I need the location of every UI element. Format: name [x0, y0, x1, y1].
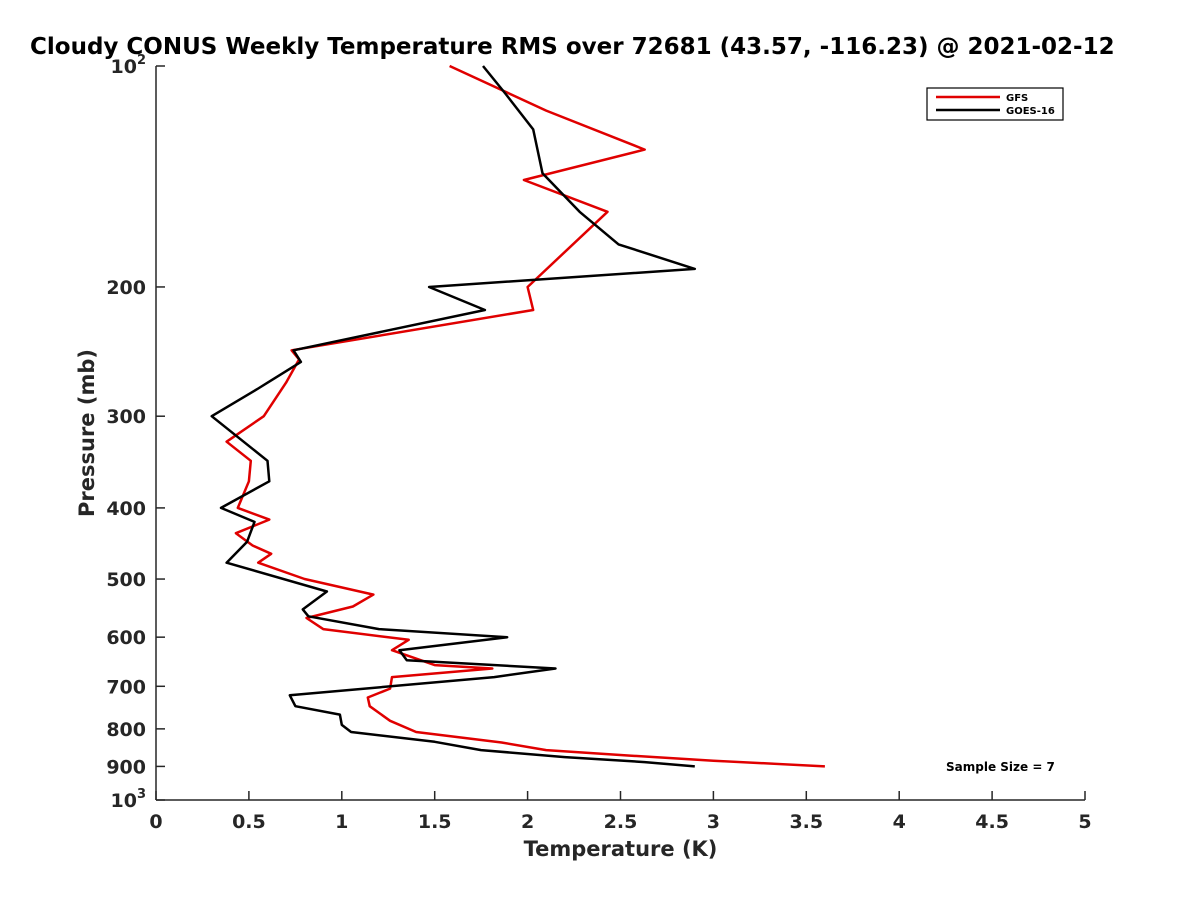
legend: GFS GOES-16 [926, 87, 1064, 121]
series-line-gfs [225, 64, 825, 768]
plot-area [156, 66, 1085, 800]
legend-box [926, 87, 1064, 121]
x-tick-label: 0 [149, 811, 162, 833]
x-tick-label: 1.5 [418, 811, 452, 833]
y-axis-label: Pressure (mb) [75, 349, 99, 517]
x-axis-label: Temperature (K) [524, 837, 718, 861]
x-tick-label: 3.5 [789, 811, 823, 833]
chart-title: Cloudy CONUS Weekly Temperature RMS over… [30, 34, 1115, 60]
legend-label-gfs: GFS [1006, 93, 1028, 104]
x-tick-label: 0.5 [232, 811, 266, 833]
x-tick-label: 1 [335, 811, 348, 833]
x-axis-ticks: 0 0.5 1 1.5 2 2.5 3 3.5 4 4.5 5 [149, 791, 1092, 833]
sample-size-annotation: Sample Size = 7 [946, 760, 1055, 774]
series-layer [210, 64, 825, 768]
y-tick-label: 500 [106, 569, 146, 591]
series-line-goes16 [210, 65, 697, 768]
x-tick-label: 5 [1078, 811, 1091, 833]
y-tick-label: 900 [106, 756, 146, 778]
y-tick-label: 103 [111, 787, 147, 812]
y-tick-label: 700 [106, 676, 146, 698]
y-axis-ticks: 102 200 300 400 500 600 700 800 900 103 [106, 53, 165, 812]
y-tick-label: 200 [106, 277, 146, 299]
x-tick-label: 3 [707, 811, 720, 833]
y-tick-label: 800 [106, 719, 146, 741]
y-tick-label: 600 [106, 627, 146, 649]
y-tick-label: 102 [111, 53, 147, 78]
x-tick-label: 2 [521, 811, 534, 833]
y-tick-label: 300 [106, 406, 146, 428]
x-tick-label: 4 [893, 811, 906, 833]
x-tick-label: 4.5 [975, 811, 1009, 833]
y-tick-label: 400 [106, 498, 146, 520]
x-tick-label: 2.5 [604, 811, 638, 833]
legend-label-goes16: GOES-16 [1006, 106, 1055, 117]
